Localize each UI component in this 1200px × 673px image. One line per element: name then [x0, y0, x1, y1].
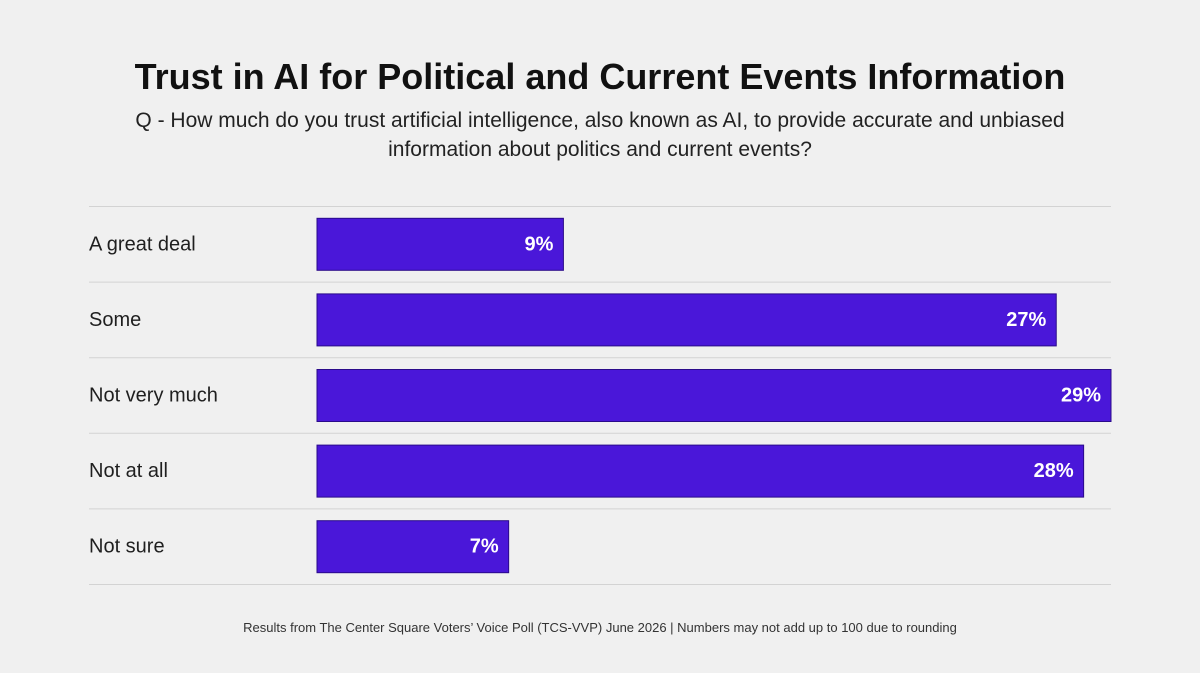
bar-value-label: 29%: [1061, 385, 1101, 407]
category-label: A great deal: [89, 233, 196, 255]
bar: [316, 217, 564, 271]
source-footnote: Results from The Center Square Voters’ V…: [243, 620, 957, 635]
category-label: Some: [89, 309, 141, 331]
category-label: Not sure: [89, 536, 165, 558]
chart-title: Trust in AI for Political and Current Ev…: [134, 56, 1066, 97]
chart-subtitle: Q - How much do you trust artificial int…: [135, 109, 1065, 161]
bar: [316, 293, 1057, 347]
bar-value-label: 9%: [525, 233, 554, 255]
bar-value-label: 28%: [1034, 460, 1074, 482]
bar-value-label: 27%: [1006, 309, 1046, 331]
bar: [316, 369, 1112, 422]
category-label: Not very much: [89, 385, 218, 407]
category-label: Not at all: [89, 460, 168, 482]
bar: [316, 444, 1085, 498]
bar-value-label: 7%: [470, 536, 499, 558]
bar-chart: A great deal 9% Some 27% Not very much 29% Not…: [89, 206, 1112, 585]
bar: [316, 520, 510, 574]
